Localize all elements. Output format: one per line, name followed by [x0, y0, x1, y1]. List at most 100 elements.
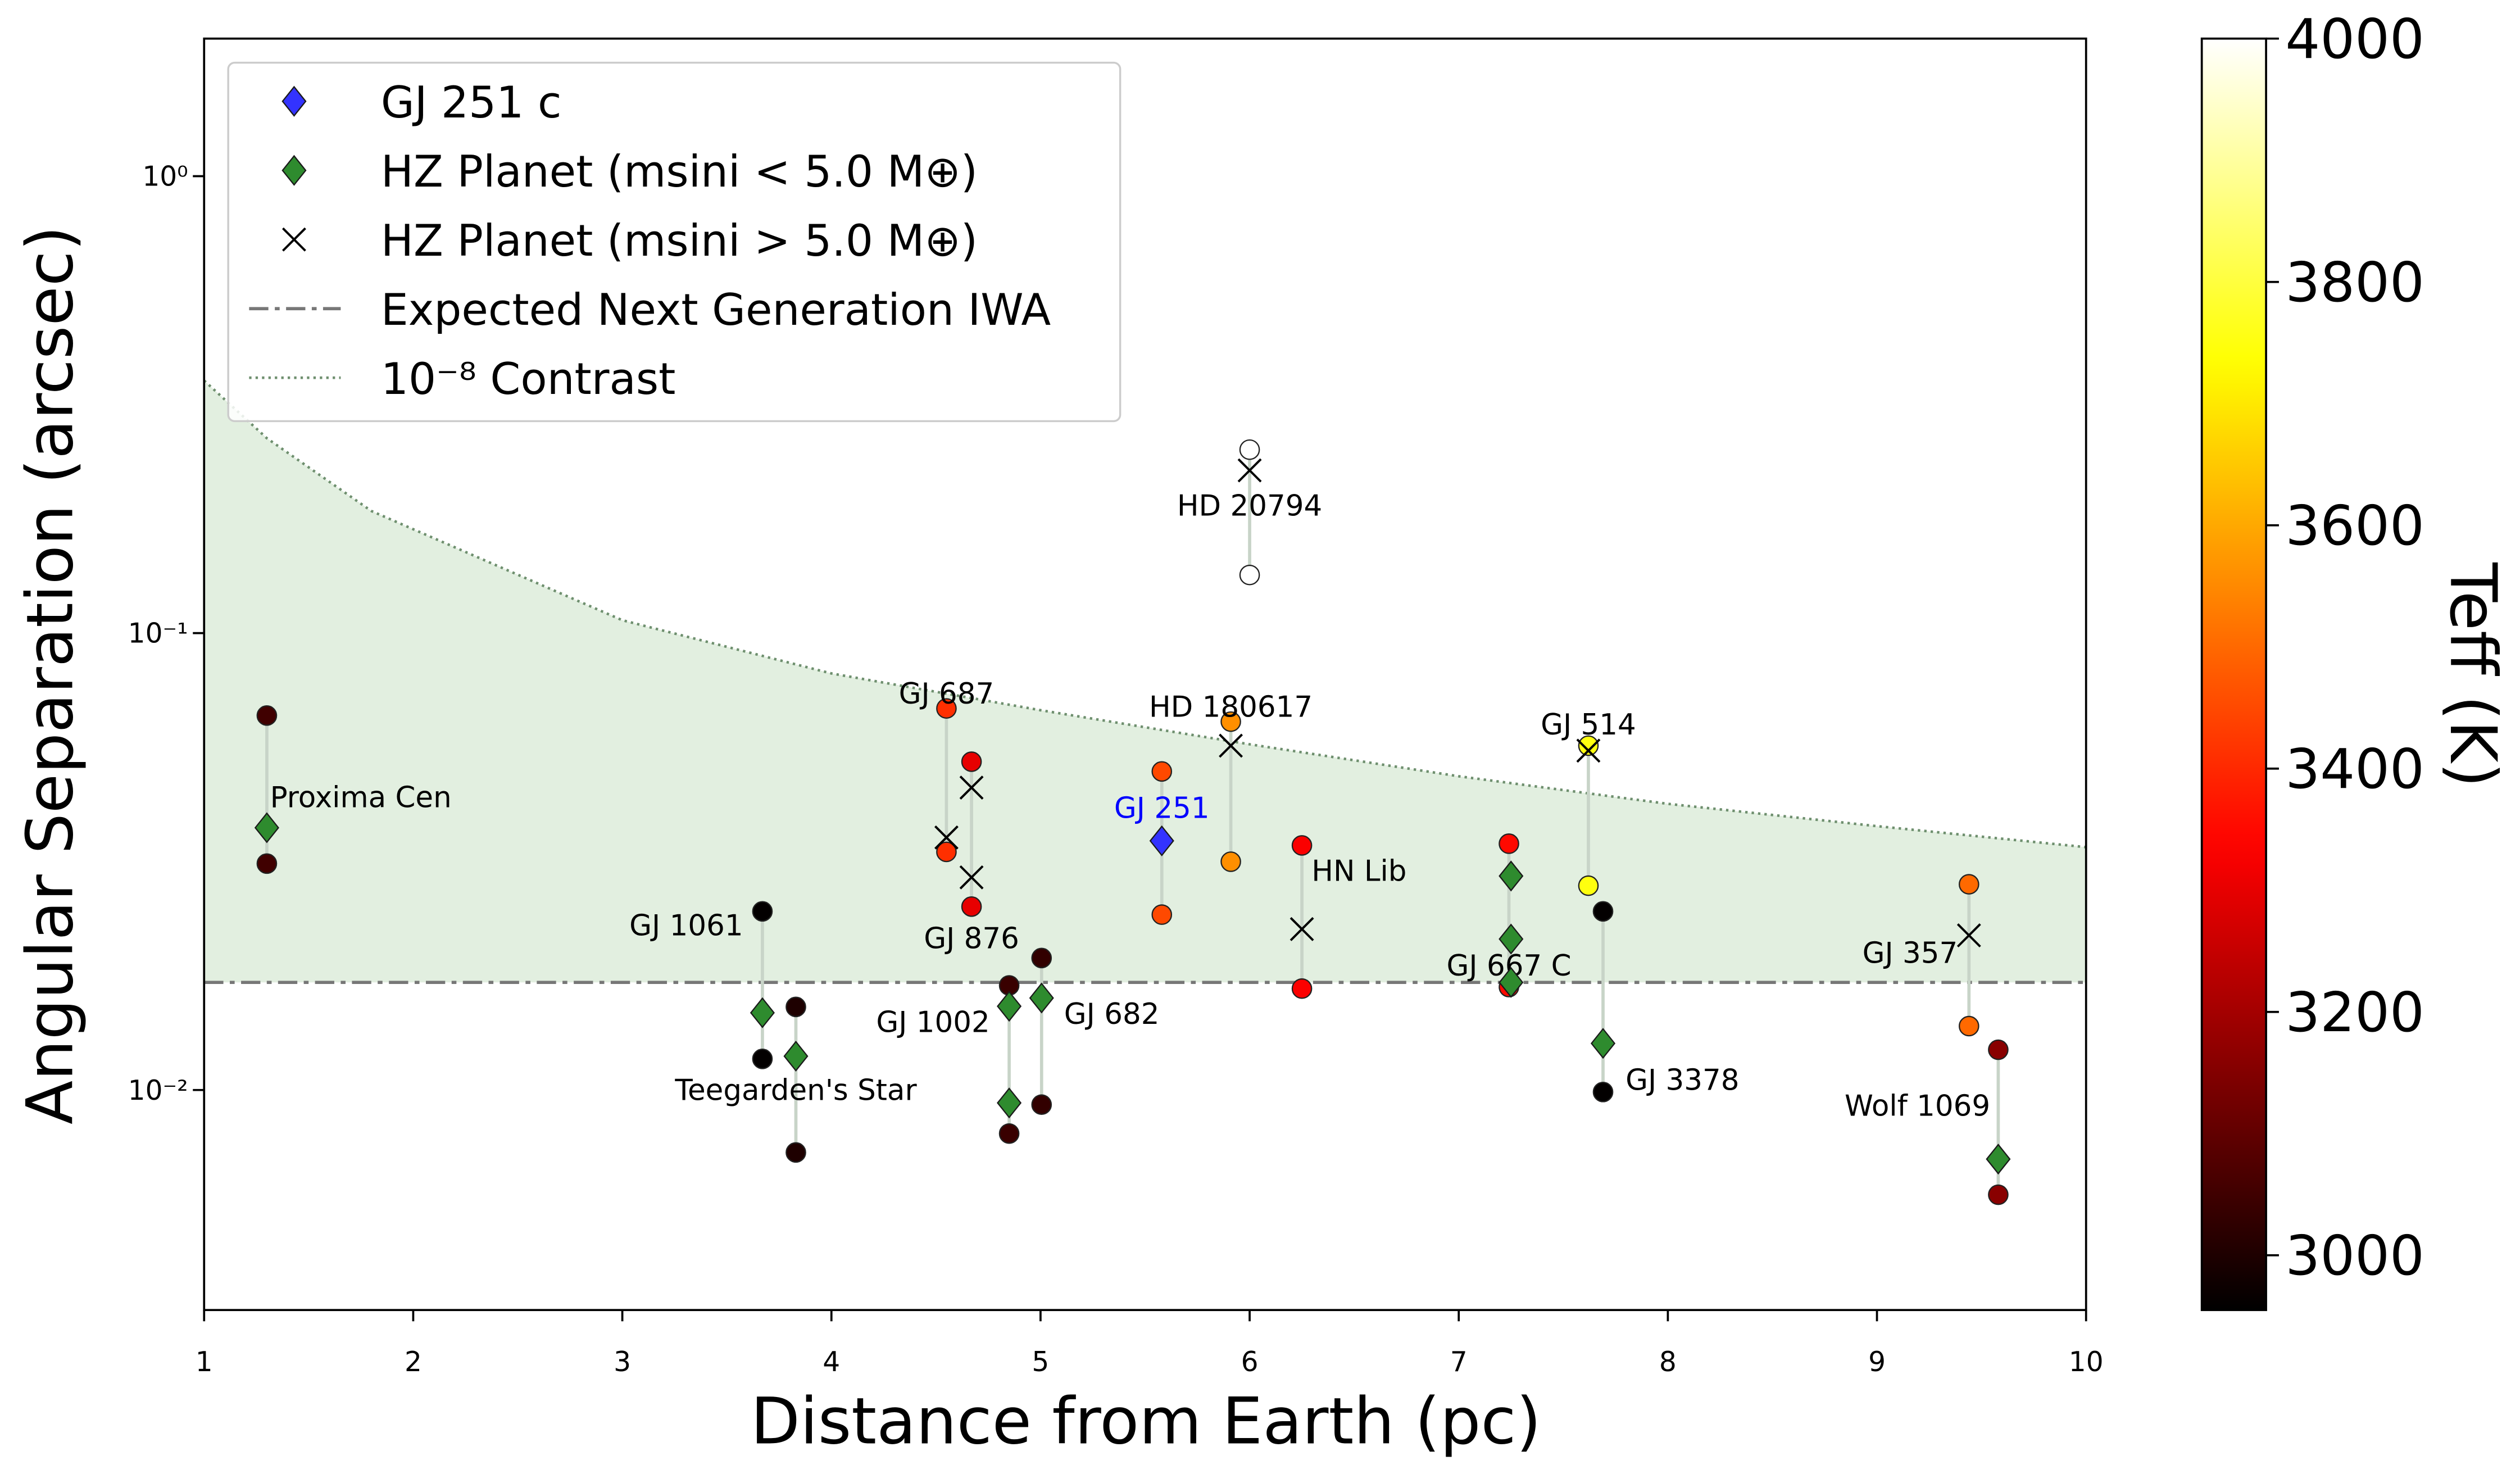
contrast-fill: [204, 380, 2086, 983]
x-tick-label: 8: [1659, 1346, 1677, 1378]
planet-marker: [959, 775, 984, 800]
x-tick-label: 10: [2069, 1346, 2104, 1378]
hz-edge-point: [752, 901, 773, 922]
y-tick-label: 10⁻²: [128, 1075, 188, 1106]
planet-marker: [997, 991, 1022, 1022]
colorbar-tick-label: 3400: [2285, 737, 2424, 801]
hz-edge-point: [936, 841, 957, 863]
star-label: GJ 876: [924, 922, 1019, 955]
planet-marker: [1289, 917, 1314, 941]
star-label: GJ 1061: [629, 909, 743, 943]
planet-marker: [1219, 733, 1243, 758]
colorbar-tick-label: 3000: [2285, 1224, 2424, 1287]
legend: GJ 251 c HZ Planet (msini < 5.0 M⊕) HZ Pla…: [227, 61, 1121, 423]
legend-label: 10⁻⁸ Contrast: [381, 354, 675, 405]
hz-edge-point: [256, 705, 278, 726]
planet-marker: [1590, 1028, 1616, 1059]
hz-edge-point: [1239, 564, 1260, 586]
hz-edge-point: [1578, 735, 1599, 756]
hz-edge-point: [1151, 761, 1173, 782]
planet-marker: [1956, 923, 1981, 947]
legend-label: HZ Planet (msini > 5.0 M⊕): [381, 216, 978, 266]
star-label: GJ 1002: [876, 1006, 989, 1040]
hz-edge-point: [961, 751, 982, 772]
hz-edge-point: [1988, 1184, 2009, 1205]
planet-marker: [1499, 923, 1524, 955]
hz-edge-point: [1151, 904, 1173, 925]
plot-frame: [203, 37, 2087, 1312]
x-tick-label: 5: [1032, 1346, 1049, 1378]
hz-edge-point: [1239, 439, 1260, 460]
x-tick-label: 9: [1868, 1346, 1886, 1378]
hz-edge-point: [1291, 978, 1313, 999]
hz-edge-point: [785, 1142, 806, 1163]
hz-edge-point: [1291, 835, 1313, 856]
hz-edge-point: [998, 1123, 1020, 1144]
hz-edge-point: [1031, 1094, 1052, 1115]
star-label: GJ 682: [1064, 997, 1160, 1031]
hz-edge-point: [1958, 1015, 1979, 1037]
star-label: HD 180617: [1149, 691, 1313, 724]
hz-edge-point: [936, 698, 957, 719]
star-label: HN Lib: [1311, 854, 1406, 888]
hz-edge-point: [1592, 901, 1614, 922]
star-label: HD 20794: [1177, 489, 1322, 523]
star-label: GJ 514: [1541, 708, 1636, 742]
colorbar-tick-label: 4000: [2285, 7, 2424, 71]
hz-edge-point: [1031, 947, 1052, 969]
planet-marker: [1499, 967, 1524, 998]
colorbar: [2200, 37, 2267, 1312]
planet-marker: [1149, 825, 1174, 856]
star-label: Proxima Cen: [270, 781, 452, 814]
hz-edge-point: [1988, 1039, 2009, 1060]
x-tick-label: 4: [823, 1346, 840, 1378]
x-axis-label: Distance from Earth (pc): [751, 1384, 1541, 1459]
hz-edge-point: [1220, 711, 1241, 732]
colorbar-tick-label: 3600: [2285, 494, 2424, 557]
hz-edge-point: [1578, 875, 1599, 896]
x-tick-label: 2: [405, 1346, 422, 1378]
legend-label: Expected Next Generation IWA: [381, 285, 1051, 335]
planet-marker: [959, 865, 984, 890]
planet-marker: [934, 825, 959, 850]
legend-marker: [281, 155, 307, 186]
star-label: GJ 251: [1114, 792, 1210, 826]
x-tick-label: 6: [1241, 1346, 1259, 1378]
star-label: GJ 3378: [1625, 1063, 1739, 1097]
colorbar-label: Teff (K): [2436, 562, 2510, 787]
planet-marker: [1986, 1144, 2011, 1175]
colorbar-tick-label: 3200: [2285, 981, 2424, 1044]
star-label: Teegarden's Star: [674, 1074, 917, 1108]
legend-marker: [281, 85, 307, 117]
hz-edge-point: [1958, 874, 1979, 895]
hz-edge-point: [785, 996, 806, 1018]
y-axis-label: Angular Separation (arcsec): [13, 226, 88, 1124]
planet-marker: [254, 812, 279, 843]
planet-marker: [783, 1040, 809, 1072]
planet-marker: [1029, 982, 1054, 1014]
planet-marker: [1576, 738, 1601, 763]
hz-edge-point: [256, 853, 278, 874]
contrast-line: [204, 379, 2086, 849]
y-tick-label: 10⁰: [142, 161, 188, 193]
legend-label: GJ 251 c: [381, 78, 562, 128]
colorbar-tick-label: 3800: [2285, 251, 2424, 314]
x-tick-label: 7: [1450, 1346, 1468, 1378]
x-tick-label: 1: [196, 1346, 213, 1378]
x-tick-label: 3: [614, 1346, 631, 1378]
legend-label: HZ Planet (msini < 5.0 M⊕): [381, 147, 978, 197]
star-label: GJ 687: [899, 677, 995, 711]
legend-box: [227, 61, 1121, 423]
planet-marker: [997, 1087, 1022, 1119]
planet-marker: [750, 997, 775, 1028]
y-tick-label: 10⁻¹: [128, 618, 188, 650]
hz-edge-point: [1592, 1081, 1614, 1103]
legend-marker: [282, 227, 306, 252]
hz-edge-point: [961, 896, 982, 917]
planet-marker: [1499, 860, 1524, 892]
hz-edge-point: [752, 1048, 773, 1069]
hz-edge-point: [1220, 851, 1241, 872]
star-label: Wolf 1069: [1845, 1089, 1990, 1123]
